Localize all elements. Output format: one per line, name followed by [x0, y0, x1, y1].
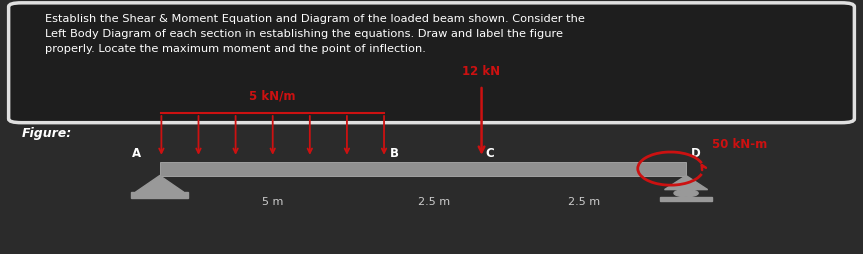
Text: 5 kN/m: 5 kN/m — [249, 89, 296, 102]
Text: D: D — [690, 147, 700, 160]
Text: 5 m: 5 m — [262, 196, 283, 206]
Text: 2.5 m: 2.5 m — [418, 196, 450, 206]
Text: 2.5 m: 2.5 m — [568, 196, 600, 206]
Text: B: B — [390, 147, 399, 160]
Text: 12 kN: 12 kN — [463, 65, 501, 78]
Text: Establish the Shear & Moment Equation and Diagram of the loaded beam shown. Cons: Establish the Shear & Moment Equation an… — [45, 14, 585, 53]
Polygon shape — [665, 176, 708, 190]
Polygon shape — [160, 162, 686, 176]
Polygon shape — [135, 176, 184, 193]
Circle shape — [674, 190, 698, 197]
Text: Figure:: Figure: — [22, 127, 72, 140]
Polygon shape — [660, 197, 712, 202]
Text: A: A — [131, 147, 141, 160]
Text: C: C — [486, 147, 494, 160]
Text: 50 kN-m: 50 kN-m — [712, 138, 767, 151]
Polygon shape — [131, 193, 188, 198]
FancyBboxPatch shape — [9, 4, 854, 123]
